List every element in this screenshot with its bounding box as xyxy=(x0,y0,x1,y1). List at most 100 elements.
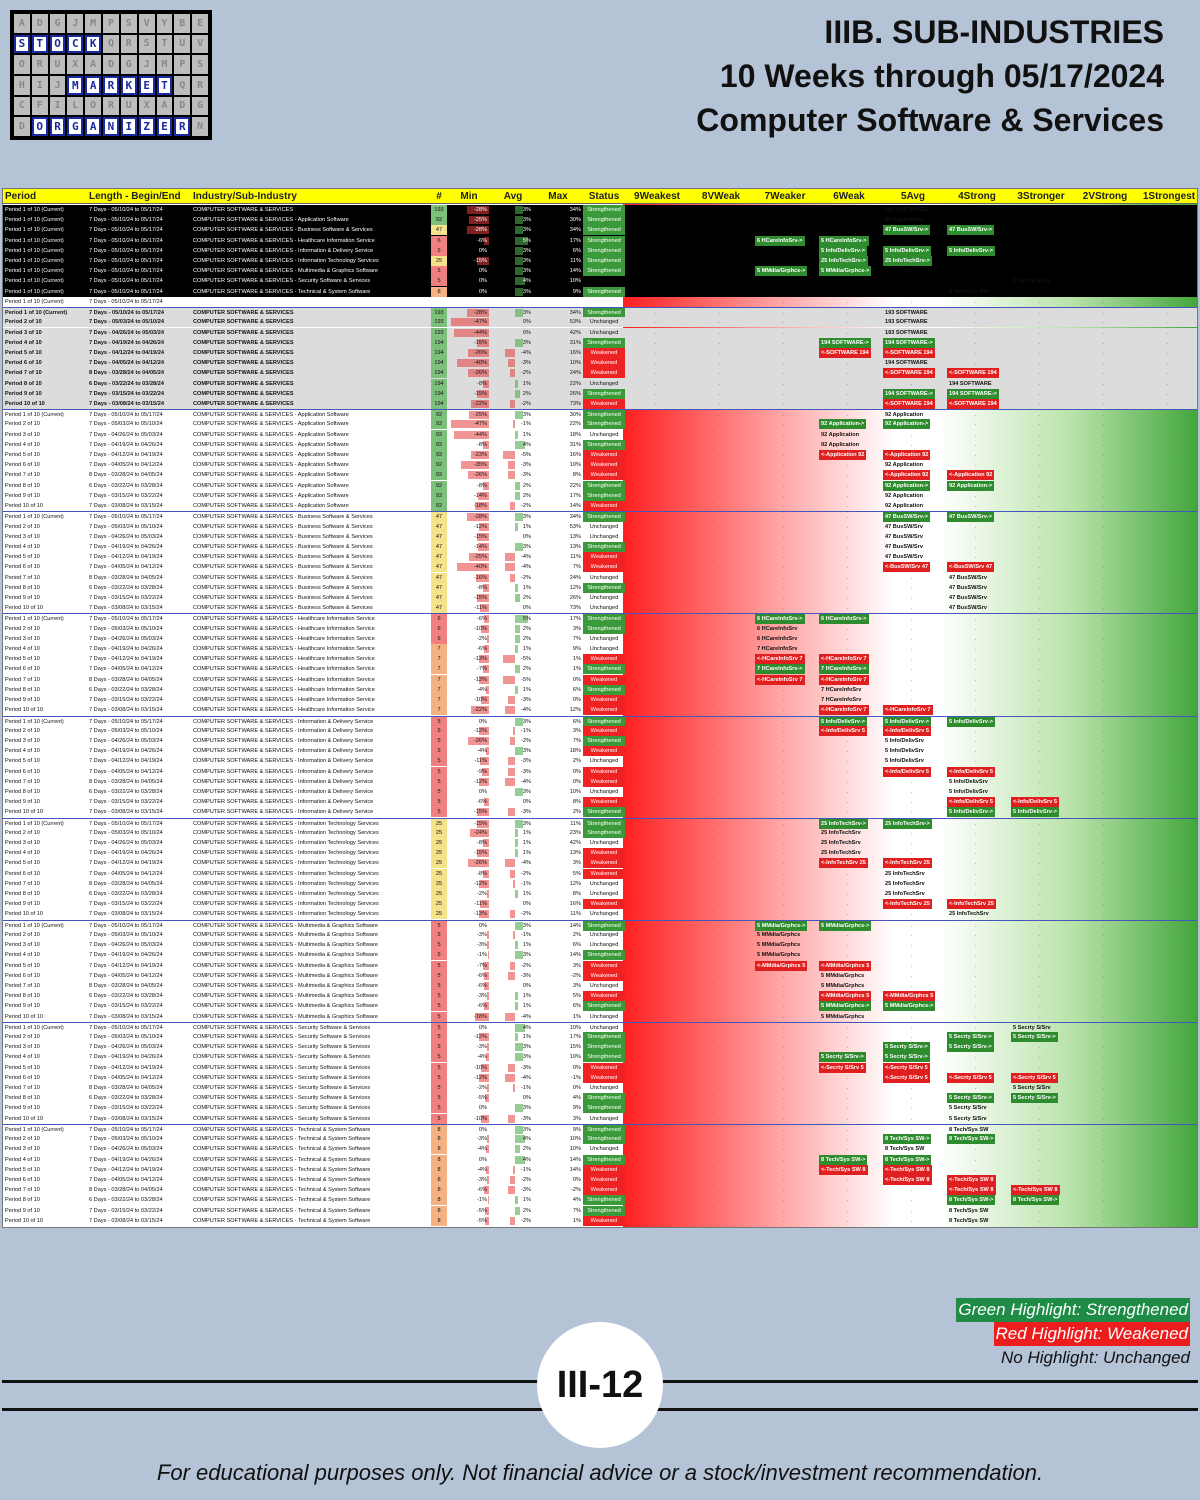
zone-marker: . xyxy=(1167,207,1169,213)
zone-label: 8 Tech/Sys SW xyxy=(885,1146,925,1153)
cell-avg: 2% xyxy=(522,666,531,673)
zone-marker: . xyxy=(847,554,849,561)
min-bar xyxy=(480,604,489,613)
avg-bar xyxy=(515,440,525,449)
cell-min: 0% xyxy=(478,1105,487,1112)
min-bar xyxy=(482,379,489,388)
cell-length: 7 Days - 04/05/24 to 04/12/24 xyxy=(89,768,163,775)
cell-period: Period 2 of 10 xyxy=(5,1034,40,1040)
zone-marker: . xyxy=(719,360,721,367)
cell-avg: -2% xyxy=(521,911,531,918)
zone-marker: . xyxy=(1039,778,1041,785)
table-row: Period 9 of 10 7 Days - 03/15/24 to 03/22… xyxy=(3,1205,1197,1216)
zone-label: 5 Secrty S/Srv-> xyxy=(947,1032,994,1042)
zone-label: 6 HCareInfoSrv xyxy=(757,635,798,642)
zone-marker: . xyxy=(783,1024,785,1031)
avg-bar xyxy=(515,338,523,347)
zone-marker: . xyxy=(847,809,849,816)
cell-status: Strengthened xyxy=(583,582,625,593)
zone-label: 5 Secrty S/Srv-> xyxy=(947,1093,994,1104)
cell-count: 5 xyxy=(431,1093,447,1104)
avg-bar xyxy=(515,257,523,266)
zone-marker: . xyxy=(975,727,977,734)
zone-marker: . xyxy=(655,1105,657,1112)
table-row: Period 3 of 10 7 Days - 04/26/24 to 05/03… xyxy=(3,633,1197,644)
cell-min: -8% xyxy=(477,441,487,448)
zone-marker: . xyxy=(1167,1054,1169,1061)
zone-label: 193 SOFTWARE xyxy=(885,207,928,213)
zone-marker: . xyxy=(719,1074,721,1081)
cell-max: 31% xyxy=(569,441,581,448)
cell-status: Weakened xyxy=(583,725,625,736)
zone-marker: . xyxy=(655,952,657,959)
zone-marker: . xyxy=(783,584,785,591)
zone-marker: . xyxy=(783,1064,785,1071)
zone-marker: . xyxy=(911,605,913,612)
cell-min: -4% xyxy=(477,1054,487,1061)
table-row: Period 1 of 10 (Current) 7 Days - 05/10/2… xyxy=(3,297,1197,307)
zone-label: 5 MMdia/Grphcs-> xyxy=(819,266,872,277)
zone-marker: . xyxy=(655,268,657,275)
zone-marker: . xyxy=(911,962,913,969)
zone-marker: . xyxy=(1103,288,1105,295)
zone-marker: . xyxy=(783,574,785,581)
cell-count: 25 xyxy=(431,838,447,849)
cell-min: -12% xyxy=(473,778,487,785)
min-bar xyxy=(477,532,489,541)
zone-marker: . xyxy=(783,829,785,836)
avg-bar xyxy=(515,1206,520,1215)
zone-marker: . xyxy=(1103,412,1105,419)
zone-marker: . xyxy=(719,431,721,438)
cell-length: 7 Days - 04/05/24 to 04/12/24 xyxy=(89,1176,163,1183)
zone-marker: . xyxy=(847,911,849,918)
cell-count: 5 xyxy=(431,1062,447,1073)
cell-avg: 1% xyxy=(522,431,531,438)
column-header: Avg xyxy=(503,191,523,202)
zone-marker: . xyxy=(1039,258,1041,265)
min-bar xyxy=(468,859,489,868)
cell-period: Period 9 of 10 xyxy=(5,492,40,499)
table-row: Period 7 of 10 8 Days - 03/28/24 to 04/05… xyxy=(3,674,1197,685)
zone-marker: . xyxy=(1039,564,1041,571)
cell-count: 5 xyxy=(431,716,447,727)
zone-label: <-MMdia/Grphcs 5 xyxy=(819,960,872,971)
zone-marker: . xyxy=(783,1105,785,1112)
min-bar xyxy=(477,819,489,828)
table-row: Period 4 of 10 7 Days - 04/19/24 to 04/26… xyxy=(3,746,1197,757)
zone-marker: . xyxy=(783,820,785,827)
zone-marker: . xyxy=(1167,412,1169,419)
table-row: Period 10 of 10 7 Days - 03/08/24 to 03/1… xyxy=(3,398,1197,410)
zone-marker: . xyxy=(783,788,785,795)
zone-marker: . xyxy=(783,635,785,642)
zone-label: 5 MMdia/Grphcs-> xyxy=(755,266,808,277)
avg-bar xyxy=(502,451,515,460)
zone-label: 194 SOFTWARE-> xyxy=(819,337,871,348)
avg-bar xyxy=(515,819,523,828)
disclaimer-footer: For educational purposes only. Not finan… xyxy=(156,1460,1044,1485)
min-bar xyxy=(484,236,489,245)
cell-min: -12% xyxy=(473,1034,487,1040)
cell-length: 7 Days - 03/08/24 to 03/15/24 xyxy=(89,707,163,714)
cell-period: Period 1 of 10 (Current) xyxy=(5,258,64,265)
zone-marker: . xyxy=(1167,431,1169,438)
cell-status: Unchanged xyxy=(589,533,619,540)
cell-industry: COMPUTER SOFTWARE & SERVICES - Informati… xyxy=(193,737,374,744)
logo-cell: G xyxy=(192,96,208,116)
cell-period: Period 7 of 10 xyxy=(5,778,40,785)
zone-marker: . xyxy=(655,514,657,521)
zone-marker: . xyxy=(655,370,657,377)
zone-marker: . xyxy=(911,310,913,317)
cell-max: 6% xyxy=(572,942,581,949)
cell-max: 0% xyxy=(572,768,581,775)
cell-min: -40% xyxy=(473,564,487,571)
cell-max: 14% xyxy=(569,1156,581,1163)
zone-marker: . xyxy=(655,718,657,725)
zone-marker: . xyxy=(719,768,721,775)
cell-count: 7 xyxy=(431,674,447,685)
cell-max: 13% xyxy=(569,543,581,550)
zone-marker: . xyxy=(1167,1003,1169,1010)
legend-unchanged: No Highlight: Unchanged xyxy=(1000,1348,1190,1367)
zone-marker: . xyxy=(719,962,721,969)
zone-marker: . xyxy=(783,758,785,765)
zone-marker: . xyxy=(783,278,785,285)
